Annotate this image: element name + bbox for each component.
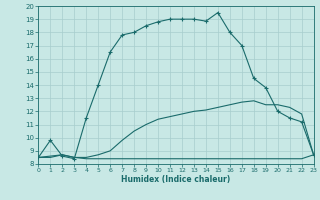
X-axis label: Humidex (Indice chaleur): Humidex (Indice chaleur)	[121, 175, 231, 184]
